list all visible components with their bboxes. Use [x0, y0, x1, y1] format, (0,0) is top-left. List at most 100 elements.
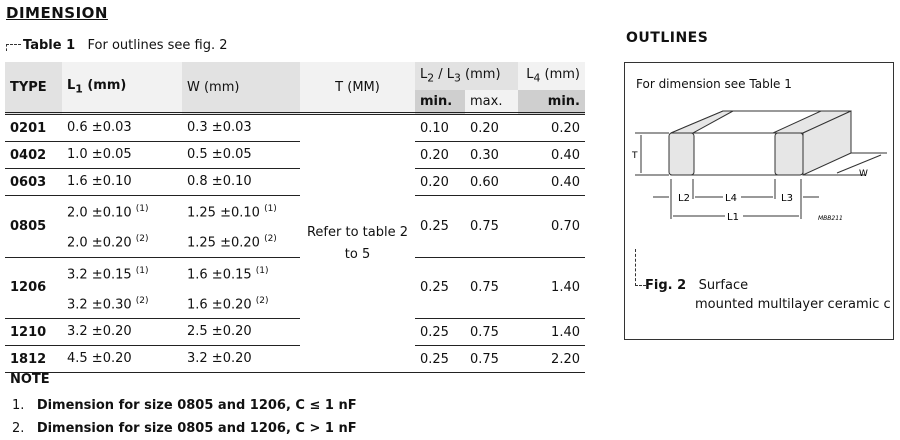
table-label: Table 1 [23, 38, 76, 53]
l23-min-cell: 0.20 [420, 147, 449, 163]
header-l4-min: min. [518, 90, 585, 114]
l23-min-cell: 0.25 [420, 218, 449, 234]
l1-cell: 2.0 ±0.10 (1) 2.0 ±0.20 (2) [62, 196, 182, 258]
figure-note: For dimension see Table 1 [636, 77, 792, 91]
footnote-ref: (2) [135, 295, 149, 306]
note-item-1: 1. Dimension for size 0805 and 1206, C ≤… [12, 398, 357, 413]
footnote-ref: (1) [264, 204, 277, 214]
w-cell: 0.8 ±0.10 [182, 169, 300, 196]
l1-value: 4.5 ±0.20 [67, 351, 132, 367]
l1-value: 3.2 ±0.20 [67, 324, 132, 340]
l1-cell: 3.2 ±0.15 (1) 3.2 ±0.30 (2) [62, 257, 182, 319]
l23-max-cell: 0.60 [470, 174, 499, 190]
label-l3: L3 [781, 193, 793, 204]
chip-outline-drawing: T W L2 L4 L3 L1 MBB211 [631, 110, 887, 223]
note-item-2: 2. Dimension for size 0805 and 1206, C >… [12, 421, 357, 436]
header-l1: L1 (mm) [62, 62, 182, 114]
l1-value: 3.2 ±0.15 [67, 266, 132, 282]
l1-cell: 1.0 ±0.05 [62, 142, 182, 169]
l23-min-cell: 0.25 [420, 280, 449, 296]
l1-value: 1.6 ±0.10 [67, 174, 132, 189]
w-value: 2.5 ±0.20 [187, 324, 252, 340]
l1-cell: 4.5 ±0.20 [62, 346, 182, 373]
label-w: W [859, 169, 868, 179]
table-row: 0201 0.6 ±0.03 0.3 ±0.03 Refer to table 2… [5, 113, 585, 262]
l23-min-cell: 0.10 [420, 120, 449, 136]
l4-min-cell: 1.40 [551, 280, 580, 296]
header-type: TYPE [5, 62, 62, 114]
l1-value: 2.0 ±0.20 [67, 235, 132, 251]
l4-min-cell: 2.20 [551, 351, 580, 367]
w-value: 0.5 ±0.05 [187, 147, 252, 162]
header-t: T (MM) [300, 62, 415, 114]
w-value: 3.2 ±0.20 [187, 351, 252, 367]
w-value: 1.25 ±0.10 [187, 205, 260, 221]
table-row: 1206 3.2 ±0.15 (1) 3.2 ±0.30 (2) 1.6 ±0.1… [5, 257, 585, 319]
type-cell: 0805 [10, 218, 47, 234]
section-title: DIMENSION [6, 4, 108, 22]
l1-cell: 1.6 ±0.10 [62, 169, 182, 196]
label-t: T [631, 151, 638, 161]
l23-max-cell: 0.75 [470, 324, 499, 340]
label-l2: L2 [678, 193, 690, 204]
l23-min-cell: 0.25 [420, 324, 449, 340]
l23-min-cell: 0.25 [420, 351, 449, 367]
l1-cell: 0.6 ±0.03 [62, 114, 182, 142]
w-cell: 0.3 ±0.03 [182, 114, 300, 142]
table-caption: Table 1 For outlines see fig. 2 [6, 38, 228, 53]
footnote-ref: (2) [255, 295, 269, 306]
l23-max-cell: 0.20 [470, 120, 499, 136]
w-cell: 0.5 ±0.05 [182, 142, 300, 169]
type-cell: 0201 [10, 120, 47, 136]
header-min: min. [415, 90, 465, 114]
figure-caption-line2: mounted multilayer ceramic c [695, 297, 891, 312]
header-l23: L2 / L3 (mm) [415, 62, 518, 90]
l23-min-cell: 0.20 [420, 174, 449, 190]
l23-max-cell: 0.75 [470, 280, 499, 296]
header-l4: L4 (mm) [518, 62, 585, 90]
table-row: 0805 2.0 ±0.10 (1) 2.0 ±0.20 (2) 1.25 ±0.… [5, 196, 585, 258]
table-row: 0402 1.0 ±0.05 0.5 ±0.05 0.20 0.30 0.40 [5, 142, 585, 169]
l1-value: 0.6 ±0.03 [67, 120, 132, 135]
footnote-ref: (1) [135, 265, 149, 276]
l1-value: 3.2 ±0.30 [67, 297, 132, 313]
footnote-ref: (2) [264, 234, 277, 245]
label-l1: L1 [727, 212, 739, 223]
w-cell: 2.5 ±0.20 [182, 319, 300, 346]
l4-min-cell: 0.20 [551, 120, 580, 136]
l23-max-cell: 0.75 [470, 351, 499, 367]
type-cell: 1206 [10, 280, 47, 296]
outlines-title: OUTLINES [626, 30, 709, 46]
l1-value: 1.0 ±0.05 [67, 147, 132, 162]
footnote-ref: (1) [135, 204, 149, 214]
table-row: 1210 3.2 ±0.20 2.5 ±0.20 0.25 0.75 1.40 [5, 319, 585, 346]
header-w: W (mm) [182, 62, 300, 114]
dimension-table: TYPE L1 (mm) W (mm) T (MM) L2 / L3 (mm) … [5, 62, 585, 373]
table-row: 1812 4.5 ±0.20 3.2 ±0.20 0.25 0.75 2.20 [5, 346, 585, 373]
type-cell: 1812 [10, 351, 47, 367]
w-cell: 1.25 ±0.10 (1) 1.25 ±0.20 (2) [182, 196, 300, 258]
figure-caption: Fig. 2 Surface [645, 278, 749, 293]
type-cell: 1210 [10, 324, 47, 340]
table-row: 0603 1.6 ±0.10 0.8 ±0.10 0.20 0.60 0.40 [5, 169, 585, 196]
table-caption-text: For outlines see fig. 2 [87, 38, 228, 53]
l23-max-cell: 0.75 [470, 218, 499, 234]
w-value: 1.6 ±0.15 [187, 266, 252, 282]
footnote-ref: (1) [255, 265, 269, 276]
header-max: max. [465, 90, 518, 114]
w-cell: 1.6 ±0.15 (1) 1.6 ±0.20 (2) [182, 257, 300, 319]
l4-min-cell: 0.40 [551, 147, 580, 163]
footnote-ref: (2) [135, 234, 149, 245]
l1-cell: 3.2 ±0.20 [62, 319, 182, 346]
w-value: 0.8 ±0.10 [187, 174, 252, 189]
type-cell: 0603 [10, 174, 47, 190]
w-value: 1.25 ±0.20 [187, 235, 260, 251]
type-cell: 0402 [10, 147, 47, 163]
w-value: 0.3 ±0.03 [187, 120, 252, 135]
l23-max-cell: 0.30 [470, 147, 499, 163]
l1-value: 2.0 ±0.10 [67, 205, 132, 221]
drawing-code: MBB211 [818, 215, 843, 222]
label-l4: L4 [725, 193, 737, 204]
l4-min-cell: 1.40 [551, 324, 580, 340]
w-cell: 3.2 ±0.20 [182, 346, 300, 373]
